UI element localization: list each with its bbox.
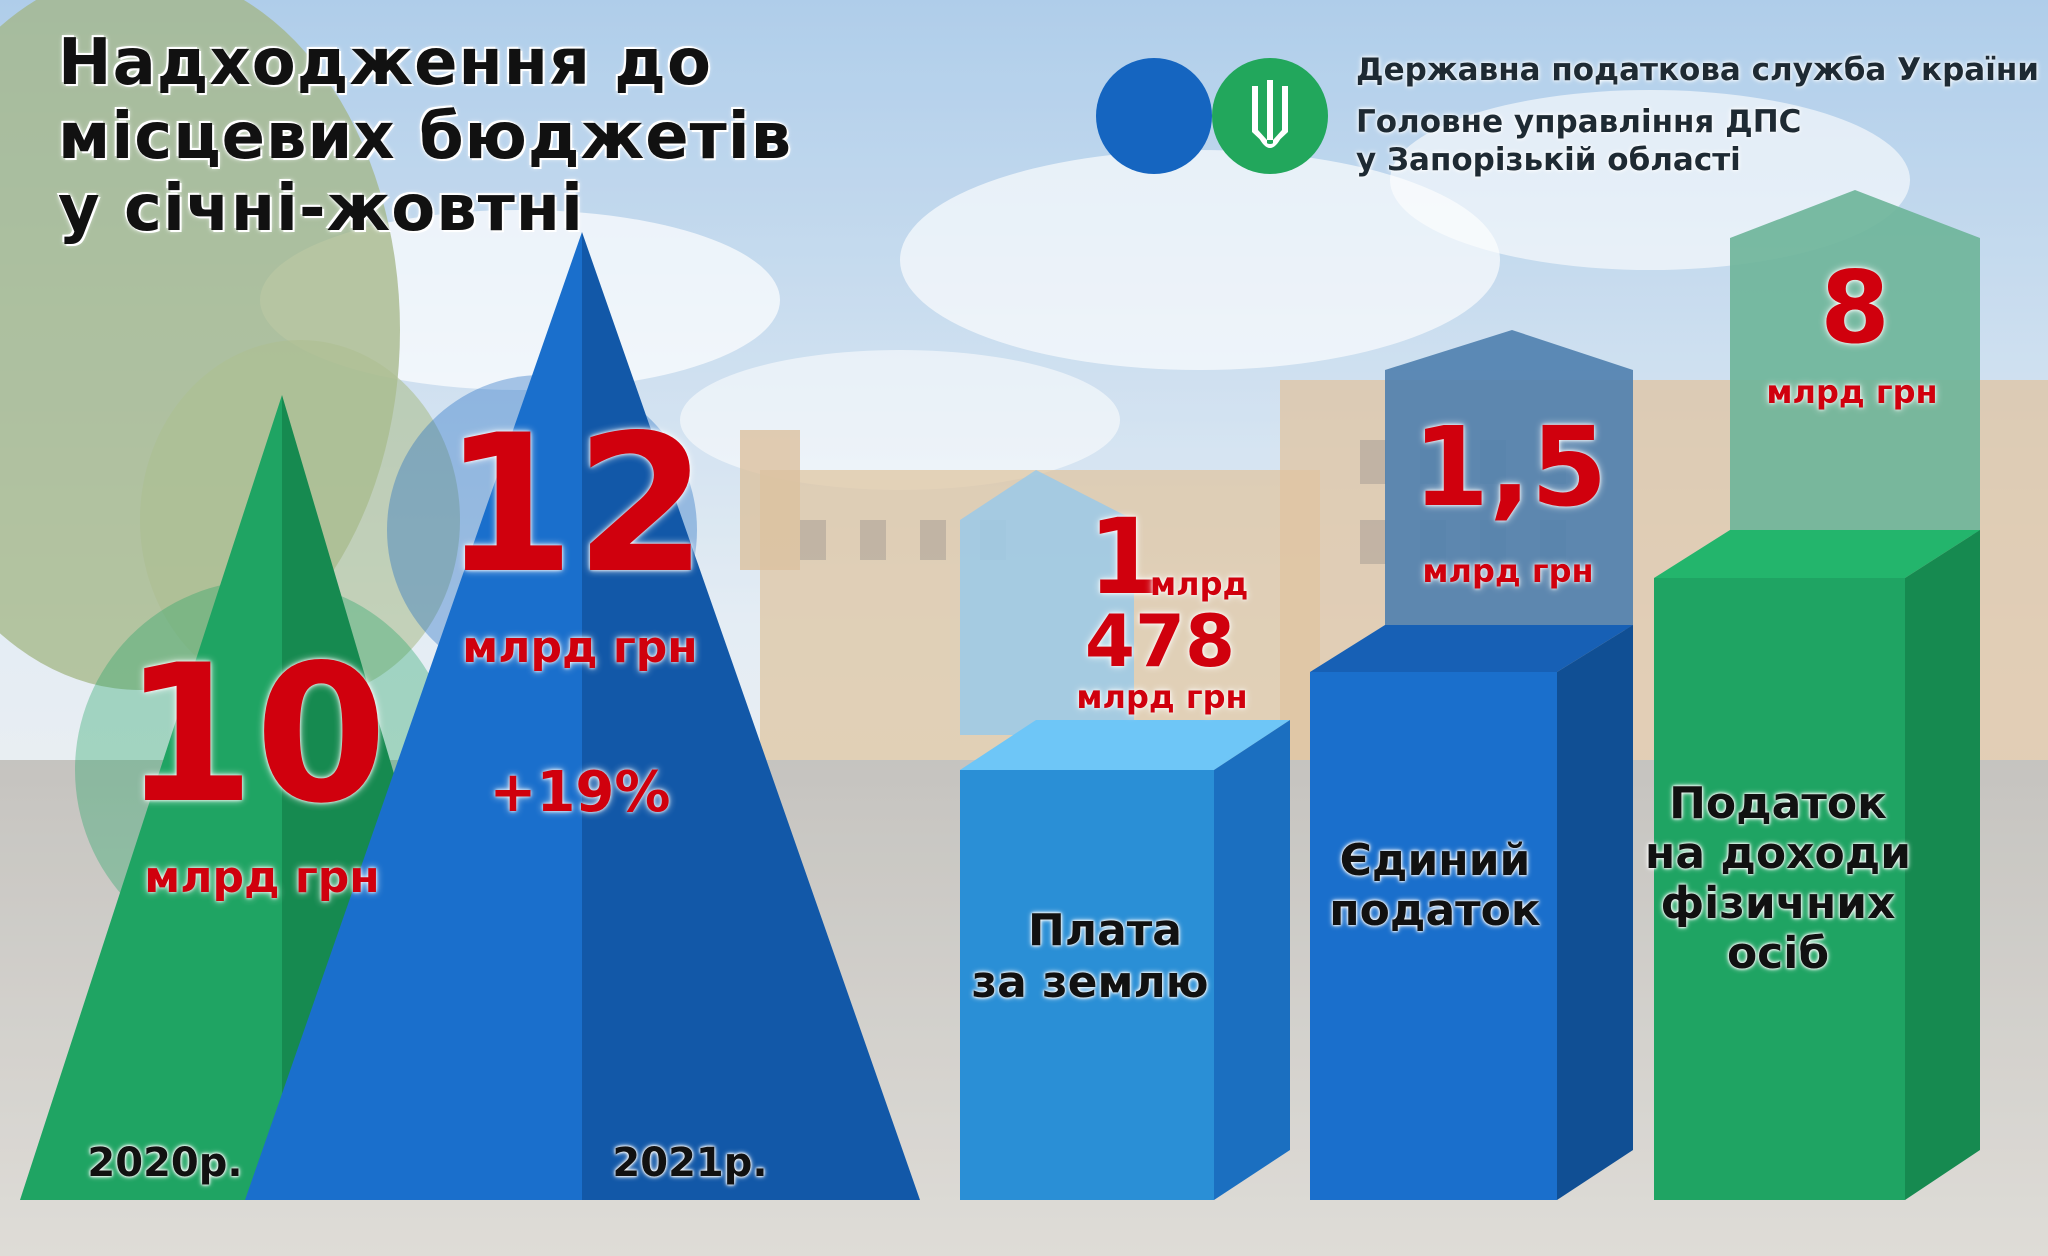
year-2020: 2020р.	[87, 1140, 243, 1186]
pit-label-3: фізичних	[1660, 878, 1896, 929]
single-label-1: Єдиний	[1339, 835, 1531, 886]
bar-pit	[1654, 190, 1980, 1200]
bar-single	[1310, 330, 1633, 1200]
land-value-main-unit: млрд	[1150, 565, 1249, 603]
org-region: у Запорізькій області	[1356, 142, 1741, 178]
pit-label-2: на доходи	[1644, 828, 1912, 879]
pit-label-4: осіб	[1726, 928, 1830, 979]
value-2020: 10	[122, 624, 388, 845]
title-line-2: місцевих бюджетів	[58, 100, 793, 174]
unit-2020: млрд грн	[144, 852, 380, 903]
single-unit: млрд грн	[1422, 552, 1594, 590]
triangle-2021	[245, 232, 920, 1200]
title-line-1: Надходження до	[58, 26, 712, 100]
title-line-3: у січні-жовтні	[58, 172, 584, 246]
org-division: Головне управління ДПС	[1356, 104, 1802, 140]
year-2021: 2021р.	[612, 1140, 768, 1186]
trident-emblem-icon	[1252, 80, 1288, 148]
land-label-2: за землю	[971, 957, 1209, 1008]
pit-value-main: 8	[1820, 249, 1890, 366]
land-label-1: Плата	[1028, 905, 1182, 956]
land-value-main: 1	[1088, 496, 1161, 618]
bar-land	[960, 470, 1290, 1200]
land-unit: млрд грн	[1076, 678, 1248, 716]
org-name: Державна податкова служба України	[1356, 52, 2039, 88]
pit-unit: млрд грн	[1766, 373, 1938, 411]
land-value-sub: 478	[1084, 599, 1236, 683]
single-label-2: податок	[1329, 885, 1541, 936]
pit-label-1: Податок	[1669, 778, 1887, 829]
value-2021: 12	[442, 394, 708, 615]
single-value-main: 1,5	[1412, 403, 1608, 531]
logo	[1096, 58, 1328, 174]
growth-2021: +19%	[489, 760, 671, 825]
unit-2021: млрд грн	[462, 622, 698, 673]
